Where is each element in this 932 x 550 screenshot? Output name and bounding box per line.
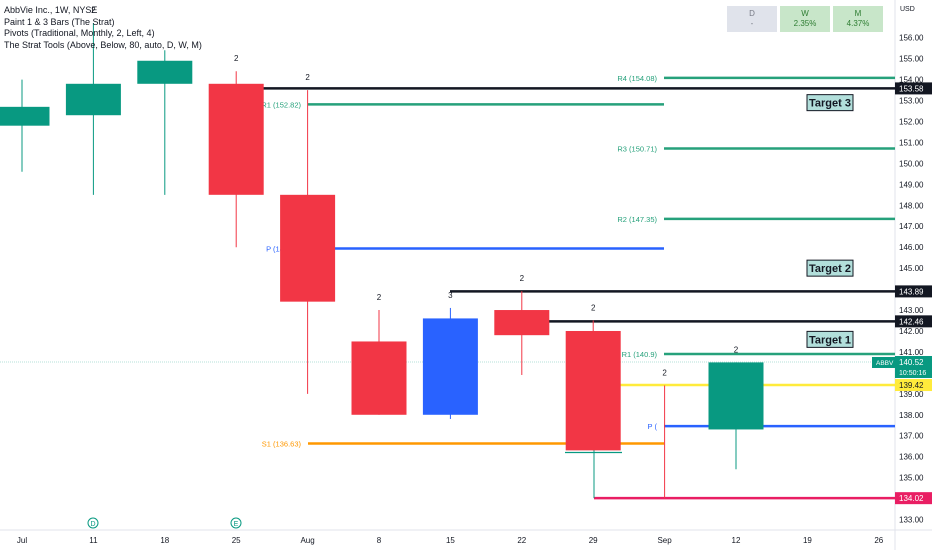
pivot-label: R1 (140.9)	[622, 350, 658, 359]
price-tick: 146.00	[899, 243, 924, 252]
time-tick: 29	[589, 536, 598, 545]
time-tick: 12	[732, 536, 741, 545]
strat-level-badge	[895, 492, 932, 505]
candle-body[interactable]	[351, 341, 407, 415]
time-tick: 15	[446, 536, 455, 545]
price-tick: 151.00	[899, 138, 924, 147]
time-tick: 8	[377, 536, 382, 545]
price-tick: 152.00	[899, 118, 924, 127]
strat-bar-number: 2	[591, 304, 596, 313]
price-tick: 147.00	[899, 222, 924, 231]
symbol-badge	[872, 356, 895, 368]
candle-body[interactable]	[208, 83, 264, 195]
strat-bar-number: 2	[305, 73, 310, 82]
price-tick: 156.00	[899, 34, 924, 43]
period-cell-daily: D-	[727, 6, 777, 32]
period-change-table: D- W 2.35% M 4.37%	[727, 6, 886, 32]
strat-bar-number: 2	[377, 293, 382, 302]
price-tick: 141.00	[899, 348, 924, 357]
pivot-label: R1 (152.82)	[261, 100, 301, 109]
time-tick: 18	[160, 536, 169, 545]
time-tick: Jul	[17, 536, 27, 545]
indicator-pivots[interactable]: Pivots (Traditional, Monthly, 2, Left, 4…	[4, 28, 155, 38]
indicator-paint-bars[interactable]: Paint 1 & 3 Bars (The Strat)	[4, 16, 115, 27]
price-tick: 138.00	[899, 411, 924, 420]
time-tick: 26	[874, 536, 883, 545]
price-tick: 136.00	[899, 453, 924, 462]
pivot-label: S1 (136.63)	[262, 439, 302, 448]
candle-body[interactable]	[280, 194, 336, 302]
candle-body[interactable]	[494, 310, 550, 336]
strat-bar-number: 2	[520, 274, 525, 283]
target-box[interactable]	[806, 94, 854, 112]
strat-level-value: 134.02	[899, 494, 924, 503]
period-cell-weekly: W 2.35%	[780, 6, 830, 32]
currency-label: USD	[900, 6, 915, 13]
event-marker-label: D	[90, 521, 95, 528]
target-box[interactable]	[806, 259, 854, 277]
price-tick: 145.00	[899, 264, 924, 273]
price-tick: 149.00	[899, 180, 924, 189]
target-label: Target 1	[809, 334, 851, 346]
strat-level-badge	[895, 82, 932, 95]
candle-body[interactable]	[65, 83, 121, 116]
pivot-label: P (	[648, 422, 658, 431]
candle-body[interactable]	[565, 330, 621, 451]
strat-level-value: 153.58	[899, 84, 924, 93]
strat-level-value: 142.46	[899, 317, 924, 326]
strat-bar-number: 2	[91, 6, 96, 15]
price-tick: 150.00	[899, 159, 924, 168]
price-tick: 139.00	[899, 390, 924, 399]
current-price-value: 140.52	[899, 358, 924, 367]
price-tick: 153.00	[899, 97, 924, 106]
strat-bar-number: 2	[662, 368, 667, 377]
chart-legend: AbbVie Inc., 1W, NYSE Paint 1 & 3 Bars (…	[4, 5, 202, 51]
candle-body[interactable]	[422, 318, 478, 415]
bar-countdown: 10:50:16	[899, 370, 926, 377]
price-tick: 143.00	[899, 306, 924, 315]
strat-bar-number: 3	[448, 291, 453, 300]
target-label: Target 2	[809, 263, 851, 275]
event-marker[interactable]	[87, 517, 99, 529]
candle-body[interactable]	[708, 362, 764, 430]
strat-level-badge	[895, 285, 932, 298]
time-tick: Sep	[657, 536, 672, 545]
price-tick: 137.00	[899, 432, 924, 441]
target-label: Target 3	[809, 98, 851, 110]
price-tick: 154.00	[899, 76, 924, 85]
time-tick: 11	[89, 536, 98, 545]
price-tick: 155.00	[899, 55, 924, 64]
candle-body[interactable]	[137, 60, 193, 84]
time-tick: 25	[232, 536, 241, 545]
event-marker[interactable]	[230, 517, 242, 529]
symbol-badge-label: ABBV	[876, 360, 894, 367]
time-tick: Aug	[300, 536, 314, 545]
time-tick: 22	[517, 536, 526, 545]
current-price-badge	[895, 355, 932, 378]
period-cell-monthly: M 4.37%	[833, 6, 883, 32]
strat-bar-number: 2	[734, 345, 739, 354]
strat-level-badge	[895, 379, 932, 392]
strat-level-value: 139.42	[899, 381, 924, 390]
price-tick: 148.00	[899, 201, 924, 210]
target-box[interactable]	[806, 330, 854, 348]
strat-level-badge	[895, 315, 932, 328]
candle-body[interactable]	[0, 106, 50, 126]
strat-bar-number: 2	[234, 54, 239, 63]
price-tick: 142.00	[899, 327, 924, 336]
indicator-strat-tools[interactable]: The Strat Tools (Above, Below, 80, auto,…	[4, 39, 202, 50]
symbol-title[interactable]: AbbVie Inc., 1W, NYSE	[4, 5, 98, 15]
pivot-label: R2 (147.35)	[617, 215, 657, 224]
strat-level-value: 143.89	[899, 287, 924, 296]
pivot-label: R4 (154.08)	[617, 74, 657, 83]
price-tick: 135.00	[899, 474, 924, 483]
price-tick: 133.00	[899, 516, 924, 525]
time-tick: 19	[803, 536, 812, 545]
event-marker-label: E	[234, 521, 239, 528]
pivot-label: R3 (150.71)	[617, 145, 657, 154]
